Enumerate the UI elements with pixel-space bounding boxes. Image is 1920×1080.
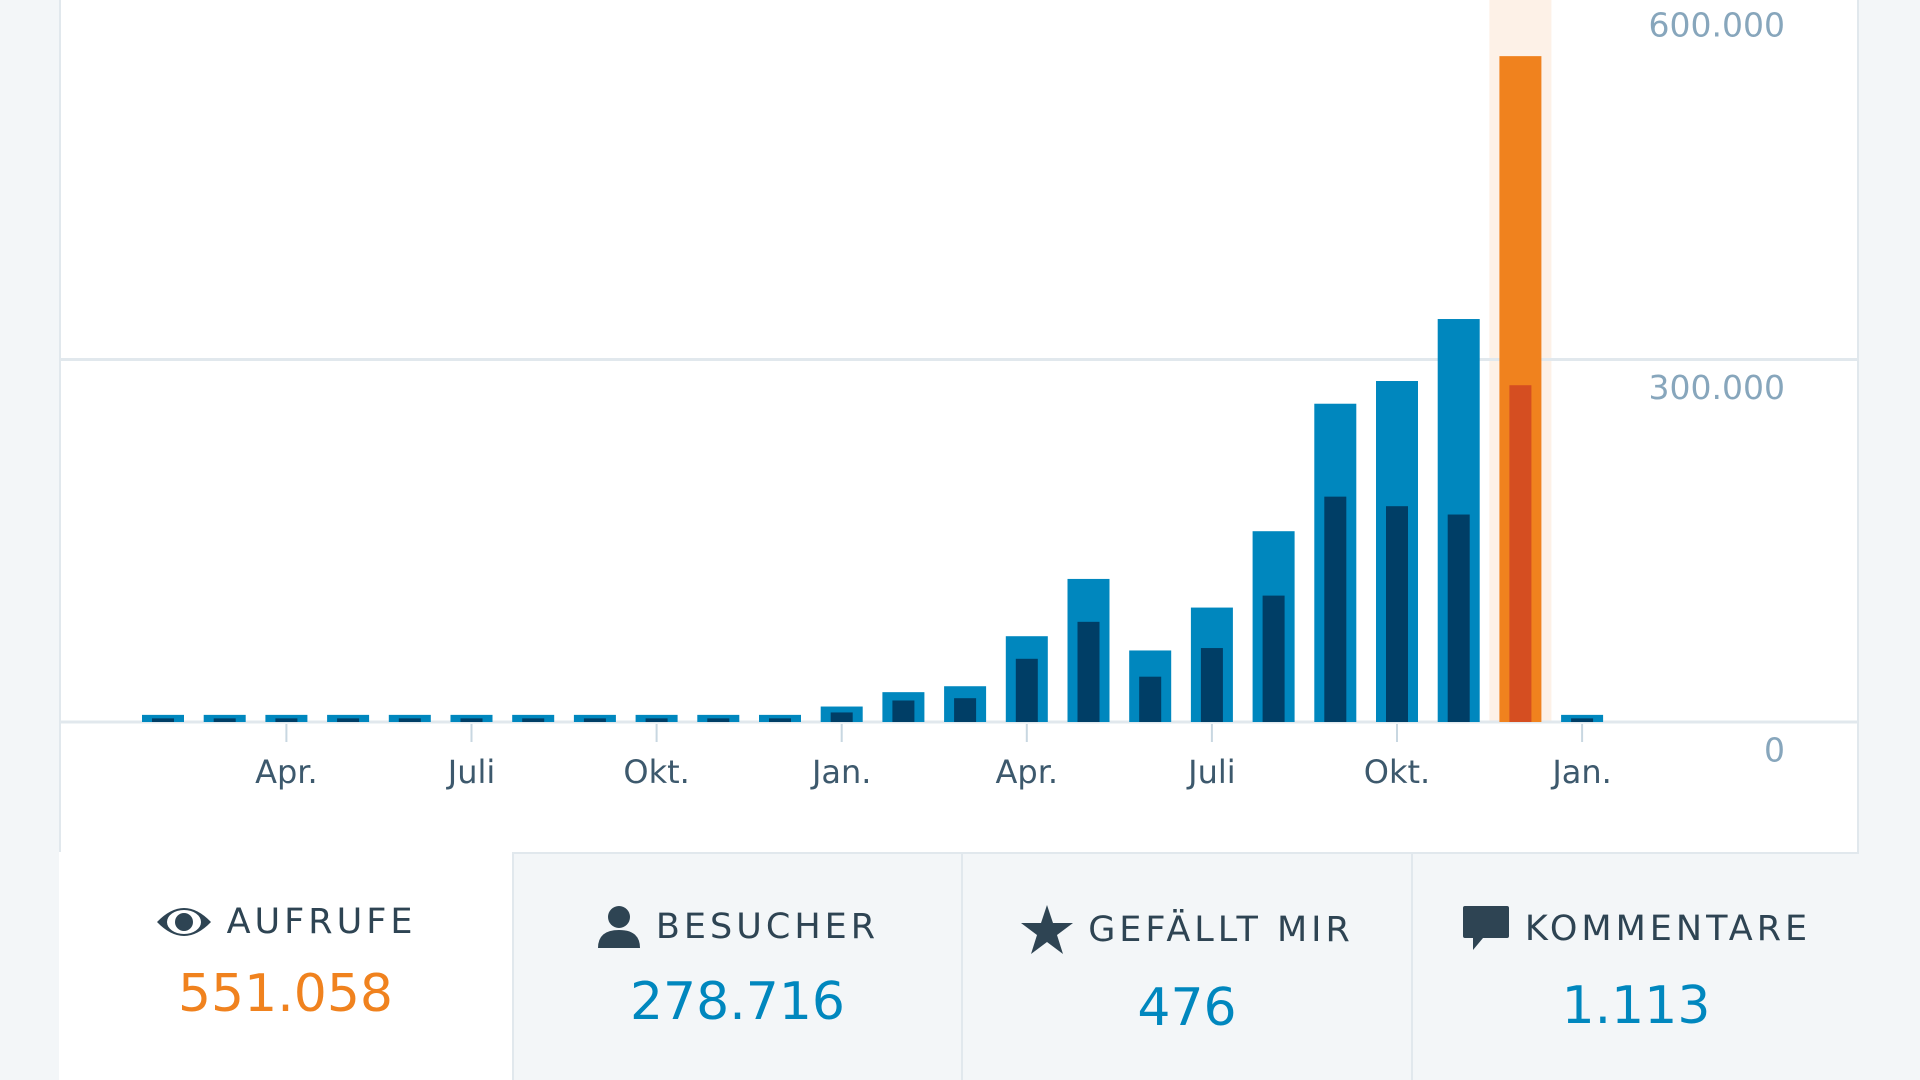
comment-icon bbox=[1462, 906, 1509, 950]
visitors-bar bbox=[1015, 658, 1038, 722]
visitors-bar bbox=[707, 718, 730, 722]
visitors-bar bbox=[1386, 506, 1408, 722]
visitors-bar bbox=[213, 718, 236, 722]
visitors-bar bbox=[275, 718, 298, 722]
visitors-bar bbox=[1324, 496, 1347, 722]
tab-label: GEFÄLLT MIR bbox=[1088, 910, 1354, 950]
visitors-bar bbox=[522, 718, 545, 722]
visitors-bar bbox=[769, 718, 791, 722]
visitors-bar bbox=[460, 718, 483, 722]
visitors-bar bbox=[1509, 385, 1532, 722]
tab[interactable]: BESUCHER 278.716 bbox=[512, 852, 961, 1080]
y-tick-label: 0 bbox=[1764, 731, 1785, 770]
person-icon bbox=[597, 906, 640, 948]
x-tick-label: Juli bbox=[1186, 753, 1236, 791]
eye-icon bbox=[156, 908, 211, 936]
visitors-bar bbox=[1077, 621, 1100, 722]
visitors-bar bbox=[892, 700, 915, 722]
x-tick-label: Juli bbox=[446, 753, 496, 791]
chart: 0 300.000 600.000 Apr. Juli Okt. Jan. Apr. Juli O… bbox=[59, 0, 1859, 791]
x-tick-label: Okt. bbox=[623, 753, 689, 791]
tab-label: KOMMENTARE bbox=[1524, 909, 1812, 949]
x-tick-label: Okt. bbox=[1364, 753, 1430, 791]
tab-label: AUFRUFE bbox=[226, 902, 417, 942]
visitors-bar bbox=[1447, 514, 1470, 722]
tab-label: BESUCHER bbox=[655, 907, 880, 947]
star-icon bbox=[1021, 905, 1074, 954]
tab-value: 551.058 bbox=[177, 964, 394, 1024]
y-tick-label: 600.000 bbox=[1649, 6, 1785, 45]
visitors-bar bbox=[583, 718, 606, 722]
visitors-bar bbox=[1571, 718, 1594, 722]
tab[interactable]: GEFÄLLT MIR 476 bbox=[961, 852, 1411, 1080]
x-tick-label: Jan. bbox=[810, 753, 872, 791]
x-tick-label: Apr. bbox=[996, 753, 1059, 791]
visitors-bar bbox=[830, 712, 853, 722]
tab[interactable]: KOMMENTARE 1.113 bbox=[1411, 852, 1859, 1080]
x-tick-label: Apr. bbox=[255, 753, 318, 791]
tab-value: 476 bbox=[1137, 978, 1237, 1038]
visitors-bar bbox=[337, 718, 360, 722]
visitors-bar bbox=[645, 718, 668, 722]
visitors-bar bbox=[152, 718, 174, 722]
y-tick-label: 300.000 bbox=[1649, 368, 1785, 407]
tab-value: 278.716 bbox=[629, 972, 846, 1032]
tab[interactable]: AUFRUFE 551.058 bbox=[59, 852, 512, 1080]
visitors-bar bbox=[954, 698, 977, 722]
visitors-bar bbox=[1200, 648, 1223, 722]
visitors-bar bbox=[398, 718, 421, 722]
tab-value: 1.113 bbox=[1561, 976, 1711, 1036]
visitors-bar bbox=[1139, 676, 1162, 722]
visitors-bar bbox=[1262, 595, 1285, 722]
x-tick-label: Jan. bbox=[1550, 753, 1612, 791]
